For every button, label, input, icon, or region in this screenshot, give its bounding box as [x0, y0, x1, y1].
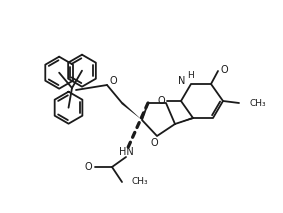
Text: O: O [220, 65, 228, 75]
Text: O: O [84, 162, 92, 172]
Polygon shape [121, 102, 142, 120]
Text: CH₃: CH₃ [249, 98, 266, 108]
Text: O: O [109, 76, 117, 86]
Text: O: O [157, 96, 165, 106]
Polygon shape [175, 117, 193, 124]
Text: N: N [178, 76, 185, 86]
Text: CH₃: CH₃ [132, 177, 149, 187]
Text: H: H [188, 72, 194, 81]
Text: O: O [150, 138, 158, 148]
Text: HN: HN [119, 147, 133, 157]
